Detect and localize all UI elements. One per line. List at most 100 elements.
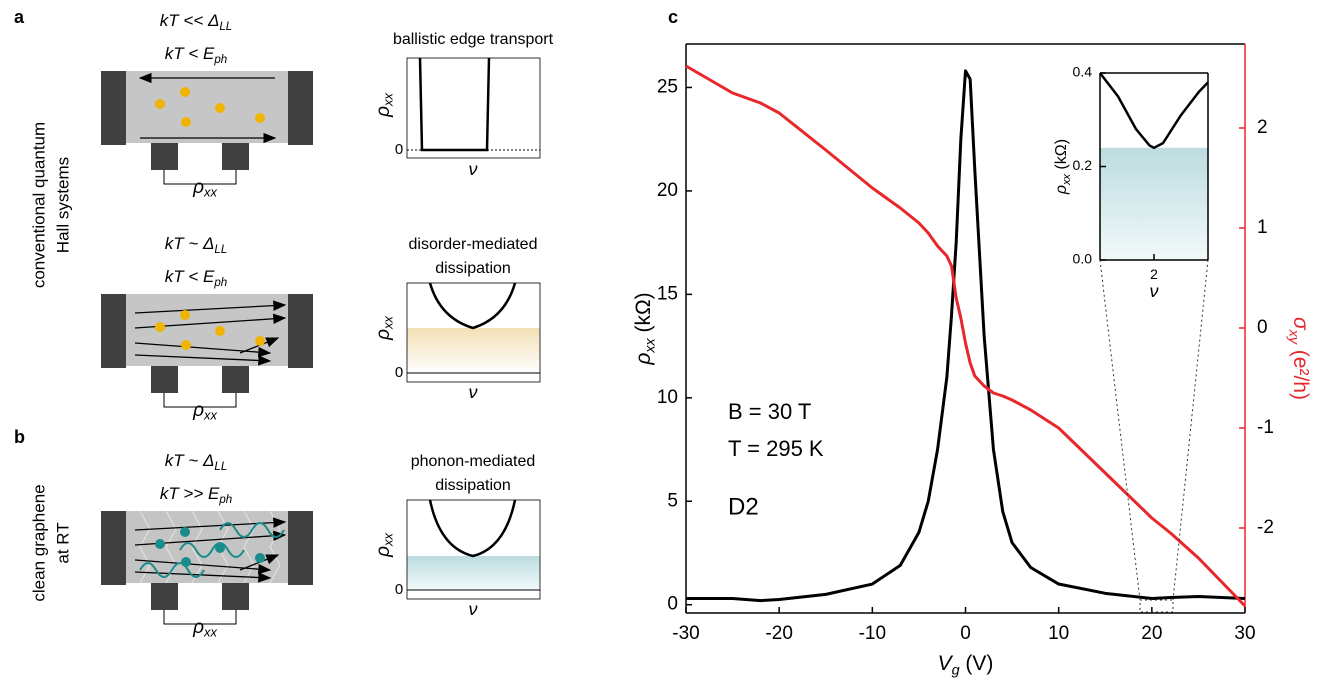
- scatterer: [155, 539, 165, 549]
- lattice: [191, 510, 203, 584]
- text-part: xx: [381, 316, 396, 330]
- text-part: kT ~ Δ: [165, 234, 215, 253]
- y-tick-label: 5: [667, 490, 678, 511]
- zoom-box: [1139, 599, 1174, 613]
- plot-curve: [428, 282, 517, 330]
- zoom-guide: [1172, 259, 1209, 601]
- scatterer: [181, 340, 191, 350]
- plot-title: disorder-mediated: [409, 236, 538, 253]
- contact: [288, 294, 313, 368]
- text-part: ph: [218, 494, 232, 506]
- x-tick-label: 20: [1141, 623, 1162, 644]
- text-part: ρ: [373, 546, 394, 558]
- text-part: g: [952, 662, 960, 678]
- text-part: LL: [219, 21, 232, 33]
- y-tick-label: 0.0: [1073, 251, 1093, 267]
- plot-title: dissipation: [435, 477, 511, 494]
- text-part: kT < E: [165, 44, 215, 63]
- text-part: ν: [1150, 281, 1159, 301]
- x-axis-label: Vg (V): [938, 652, 994, 679]
- x-tick-label: -10: [859, 623, 886, 644]
- annotation: D2: [728, 493, 759, 520]
- text-part: kT >> E: [160, 484, 220, 503]
- side-label: at RT: [53, 522, 72, 563]
- probe-label: ρxx: [192, 177, 217, 200]
- scatterer: [215, 326, 225, 336]
- text-part: ρ: [373, 329, 394, 341]
- scatterer: [181, 117, 191, 127]
- contact: [288, 71, 313, 145]
- probe: [151, 143, 178, 170]
- side-label: clean graphene: [29, 484, 48, 601]
- text-part: xx: [642, 338, 658, 354]
- condition: kT >> Eph: [160, 484, 232, 506]
- scatterer: [255, 336, 265, 346]
- zero-label: 0: [395, 581, 403, 598]
- panel-label: a: [14, 7, 25, 27]
- y2-tick-label: 1: [1257, 217, 1268, 238]
- condition: kT ~ ΔLL: [165, 234, 228, 256]
- contact: [101, 511, 126, 585]
- lattice: [139, 510, 151, 584]
- probe-wire: [163, 610, 237, 625]
- condition: kT ~ ΔLL: [165, 451, 228, 473]
- scatterer: [180, 527, 190, 537]
- text-part: xx: [1061, 173, 1073, 185]
- inset-shade: [1100, 147, 1208, 260]
- probe-label: ρxx: [192, 400, 217, 423]
- y-tick-label: 10: [657, 387, 678, 408]
- scatterer: [155, 99, 165, 109]
- text-part: (kΩ): [1053, 139, 1070, 174]
- plot-xlabel: ν: [469, 599, 478, 619]
- text-part: xx: [203, 408, 217, 423]
- plot-ylabel: ρxx: [373, 93, 396, 118]
- zero-label: 0: [395, 364, 403, 381]
- arrow: [134, 354, 272, 366]
- text-part: ρ: [632, 353, 655, 366]
- plot-ylabel: ρxx: [373, 533, 396, 558]
- x-tick-label: 2: [1150, 266, 1158, 282]
- text-part: ph: [213, 277, 227, 289]
- text-part: xx: [203, 185, 217, 200]
- y-axis-label: ρxx (kΩ): [632, 292, 659, 365]
- y-tick-label: 20: [657, 180, 678, 201]
- plot-ylabel: ρxx: [373, 316, 396, 341]
- text-part: kT ~ Δ: [165, 451, 215, 470]
- contact: [101, 71, 126, 145]
- plot-frame: [406, 57, 541, 159]
- probe-wire: [163, 170, 237, 185]
- probe: [151, 366, 178, 393]
- panel-label: b: [14, 427, 25, 447]
- lattice: [243, 510, 255, 584]
- text-part: ρ: [192, 177, 204, 198]
- text-part: LL: [214, 244, 227, 256]
- y2-tick-label: -2: [1257, 517, 1274, 538]
- side-label: conventional quantum: [29, 122, 48, 288]
- x-tick-label: 30: [1234, 623, 1255, 644]
- probe: [222, 583, 249, 610]
- text-part: ph: [213, 54, 227, 66]
- text-part: xx: [203, 625, 217, 640]
- y2-axis-label: σxy (e²/h): [1286, 317, 1313, 400]
- probe-wire: [163, 393, 237, 408]
- text-part: ρ: [373, 106, 394, 118]
- condition: kT < Eph: [165, 267, 227, 289]
- scatterer: [155, 322, 165, 332]
- arrow: [134, 559, 272, 575]
- contact: [101, 294, 126, 368]
- plot-xlabel: ν: [469, 159, 478, 179]
- inset-x-label: ν: [1150, 281, 1159, 301]
- condition: kT << ΔLL: [160, 11, 232, 33]
- scatterer: [255, 113, 265, 123]
- plot-title: dissipation: [435, 260, 511, 277]
- data-line: [1099, 72, 1209, 150]
- y-tick-label: 0.4: [1073, 64, 1093, 80]
- plot-curve: [418, 57, 491, 152]
- side-label: Hall systems: [53, 157, 72, 253]
- y-tick-label: 0.2: [1073, 157, 1093, 173]
- annotation: B = 30 T: [728, 399, 811, 424]
- text-part: V: [938, 652, 954, 675]
- probe: [222, 366, 249, 393]
- condition: kT < Eph: [165, 44, 227, 66]
